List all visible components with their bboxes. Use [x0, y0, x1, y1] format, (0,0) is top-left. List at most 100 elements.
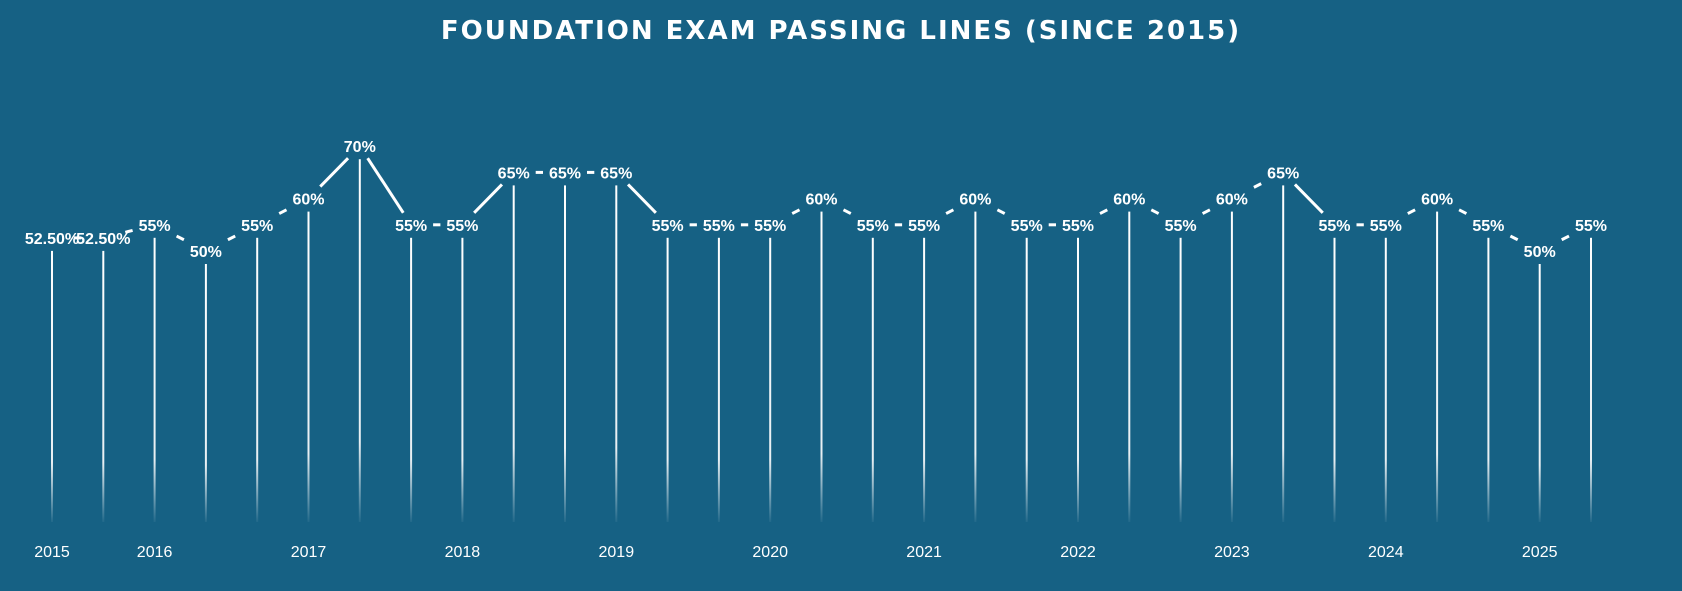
data-label-27: 60% — [1421, 192, 1453, 209]
line-segment-14 — [791, 208, 801, 215]
stem-11 — [615, 185, 618, 522]
stem-23 — [1230, 211, 1233, 522]
line-segment-29 — [1561, 234, 1570, 242]
stem-14 — [769, 237, 772, 523]
data-label-1: 52.50% — [76, 231, 130, 248]
stem-29 — [1538, 264, 1541, 522]
data-label-0: 52.50% — [25, 231, 79, 248]
line-segment-11 — [626, 183, 657, 214]
stem-22 — [1179, 237, 1182, 523]
data-label-7: 55% — [395, 218, 427, 235]
x-tick-label-2021: 2021 — [906, 544, 942, 561]
value-labels-layer: 52.50%52.50% 55% 50% 55% 60% 70% 55% 55% 65% 65% 6… — [25, 139, 1607, 261]
stem-24 — [1282, 185, 1285, 522]
stem-6 — [358, 159, 361, 522]
x-tick-label-2017: 2017 — [291, 544, 327, 561]
stem-9 — [512, 185, 515, 522]
x-tick-label-2023: 2023 — [1214, 544, 1250, 561]
data-label-25: 55% — [1318, 218, 1350, 235]
line-segment-24 — [1293, 183, 1324, 214]
line-segment-6 — [366, 157, 405, 214]
line-segment-5 — [319, 157, 350, 188]
stem-16 — [871, 237, 874, 523]
data-label-28: 55% — [1472, 218, 1504, 235]
data-label-14: 55% — [754, 218, 786, 235]
data-label-26: 55% — [1370, 218, 1402, 235]
x-tick-label-2015: 2015 — [34, 544, 70, 561]
stem-12 — [666, 237, 669, 523]
stem-3 — [204, 264, 207, 522]
x-tick-label-2025: 2025 — [1522, 544, 1558, 561]
data-label-21: 60% — [1113, 192, 1145, 209]
data-label-24: 65% — [1267, 165, 1299, 182]
stem-18 — [974, 211, 977, 522]
stem-30 — [1590, 237, 1592, 523]
line-segment-15 — [842, 208, 852, 215]
stem-7 — [410, 237, 413, 523]
line-segments-layer — [74, 157, 1570, 242]
x-tick-label-2020: 2020 — [752, 544, 788, 561]
data-label-22: 55% — [1165, 218, 1197, 235]
data-label-20: 55% — [1062, 218, 1094, 235]
stem-28 — [1487, 237, 1490, 523]
stem-21 — [1128, 211, 1131, 522]
stem-27 — [1436, 211, 1439, 522]
x-tick-label-2019: 2019 — [599, 544, 635, 561]
data-label-6: 70% — [344, 139, 376, 156]
stem-0 — [51, 250, 53, 522]
line-segment-18 — [996, 208, 1006, 215]
data-label-13: 55% — [703, 218, 735, 235]
stem-1 — [102, 250, 105, 522]
stem-20 — [1077, 237, 1079, 523]
line-segment-1 — [124, 228, 133, 234]
data-label-2: 55% — [139, 218, 171, 235]
stem-5 — [307, 211, 310, 522]
line-segment-27 — [1458, 208, 1468, 215]
x-tick-labels-layer: 2015 2016 2017 2018 2019 2020 2021 2022 2023 2024… — [34, 544, 1557, 561]
data-label-8: 55% — [446, 218, 478, 235]
data-label-16: 55% — [857, 218, 889, 235]
data-label-30: 55% — [1575, 218, 1607, 235]
stem-4 — [256, 237, 259, 523]
line-segment-22 — [1201, 208, 1211, 215]
data-label-10: 65% — [549, 165, 581, 182]
line-segment-28 — [1509, 234, 1519, 242]
stem-25 — [1333, 237, 1336, 523]
x-tick-label-2018: 2018 — [445, 544, 481, 561]
stem-8 — [461, 237, 464, 523]
data-label-23: 60% — [1216, 192, 1248, 209]
x-tick-label-2022: 2022 — [1060, 544, 1096, 561]
x-tick-label-2016: 2016 — [137, 544, 173, 561]
line-segment-17 — [945, 208, 955, 215]
stem-17 — [923, 237, 926, 523]
data-label-17: 55% — [908, 218, 940, 235]
line-segment-2 — [175, 234, 185, 242]
line-segment-23 — [1253, 182, 1262, 189]
data-label-18: 60% — [959, 192, 991, 209]
data-label-11: 65% — [600, 165, 632, 182]
data-label-3: 50% — [190, 244, 222, 261]
stem-13 — [717, 237, 720, 523]
data-label-12: 55% — [652, 218, 684, 235]
data-label-19: 55% — [1011, 218, 1043, 235]
stems-layer — [51, 159, 1592, 523]
stem-26 — [1384, 237, 1387, 523]
stem-10 — [564, 185, 566, 522]
line-segment-4 — [278, 208, 288, 215]
line-segment-3 — [227, 234, 236, 242]
stem-15 — [820, 211, 823, 522]
chart-title: FOUNDATION EXAM PASSING LINES (SINCE 201… — [440, 16, 1242, 46]
line-segment-8 — [473, 183, 504, 214]
x-tick-label-2024: 2024 — [1368, 544, 1404, 561]
line-segment-20 — [1099, 208, 1108, 215]
data-label-5: 60% — [292, 192, 324, 209]
line-segment-26 — [1407, 208, 1416, 215]
data-label-15: 60% — [805, 192, 837, 209]
stem-19 — [1025, 237, 1028, 523]
data-label-4: 55% — [241, 218, 273, 235]
line-segment-21 — [1150, 208, 1160, 215]
data-label-29: 50% — [1524, 244, 1556, 261]
stem-2 — [153, 237, 156, 523]
